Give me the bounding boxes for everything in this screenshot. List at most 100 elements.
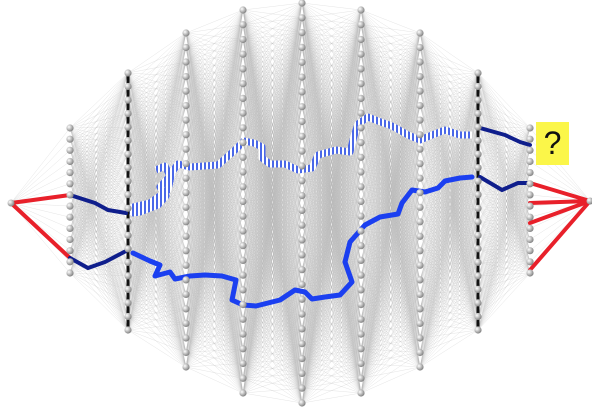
node [66, 235, 74, 244]
node [416, 58, 424, 66]
node [526, 124, 534, 132]
node [357, 35, 365, 44]
node [357, 301, 365, 309]
node [526, 235, 534, 244]
node [357, 109, 365, 117]
node [357, 183, 365, 191]
node [357, 330, 365, 338]
node [357, 153, 365, 161]
network-nodes [7, 0, 592, 407]
node [182, 87, 190, 95]
node [298, 280, 306, 289]
node [474, 177, 482, 185]
node [357, 80, 365, 88]
node [298, 355, 306, 363]
node [526, 213, 534, 221]
node [357, 168, 365, 176]
node [357, 374, 365, 382]
node [239, 345, 247, 353]
node [416, 218, 424, 226]
node [239, 315, 247, 323]
node [416, 261, 424, 269]
node [66, 135, 74, 143]
node [298, 14, 306, 22]
dark-path-segments [68, 126, 532, 270]
node [416, 363, 424, 371]
node [526, 258, 534, 266]
node [239, 256, 247, 264]
node [66, 247, 74, 255]
node [298, 325, 306, 333]
node [357, 197, 365, 206]
node [124, 285, 132, 293]
node [357, 271, 365, 279]
node [124, 164, 132, 172]
node [474, 123, 482, 131]
node [416, 276, 424, 284]
output-edge-1 [528, 181, 592, 203]
node [66, 146, 74, 154]
node [298, 384, 306, 392]
node [357, 315, 365, 323]
node [182, 319, 190, 327]
node [416, 174, 424, 182]
node [239, 6, 247, 14]
node [124, 231, 132, 239]
node [357, 389, 365, 397]
node [474, 231, 482, 239]
node [239, 50, 247, 58]
node [474, 285, 482, 293]
node [66, 213, 74, 221]
node [124, 258, 132, 266]
node [416, 290, 424, 298]
node [298, 28, 306, 37]
node [124, 137, 132, 145]
node [182, 247, 190, 255]
edge-mesh [10, 2, 591, 404]
node [416, 160, 424, 168]
node [182, 276, 190, 284]
input-edge-upper [9, 193, 72, 205]
node [239, 197, 247, 206]
node [124, 326, 132, 334]
node [416, 102, 424, 110]
node [357, 50, 365, 58]
node [66, 191, 74, 199]
node [357, 94, 365, 102]
node [474, 96, 482, 104]
node [239, 94, 247, 102]
node [7, 199, 15, 207]
node [416, 334, 424, 342]
node [298, 177, 306, 185]
node [239, 139, 247, 147]
node [474, 110, 482, 118]
node [526, 247, 534, 255]
node [239, 124, 247, 132]
node [182, 203, 190, 211]
node [357, 227, 365, 235]
node [416, 116, 424, 124]
node [526, 180, 534, 188]
input-edge-lower [9, 201, 72, 260]
node [124, 69, 132, 77]
node [298, 117, 306, 126]
node [182, 174, 190, 182]
node [239, 242, 247, 250]
question-box: ? [536, 122, 569, 165]
node [416, 145, 424, 153]
node [124, 312, 132, 321]
node [239, 168, 247, 176]
node [239, 227, 247, 235]
node [124, 82, 132, 91]
node [474, 137, 482, 145]
node [182, 131, 190, 139]
node [474, 191, 482, 199]
node [416, 247, 424, 255]
node [298, 340, 306, 348]
node [357, 65, 365, 73]
node [298, 88, 306, 96]
node [124, 150, 132, 158]
node [526, 169, 534, 177]
node [124, 272, 132, 280]
node [66, 180, 74, 188]
